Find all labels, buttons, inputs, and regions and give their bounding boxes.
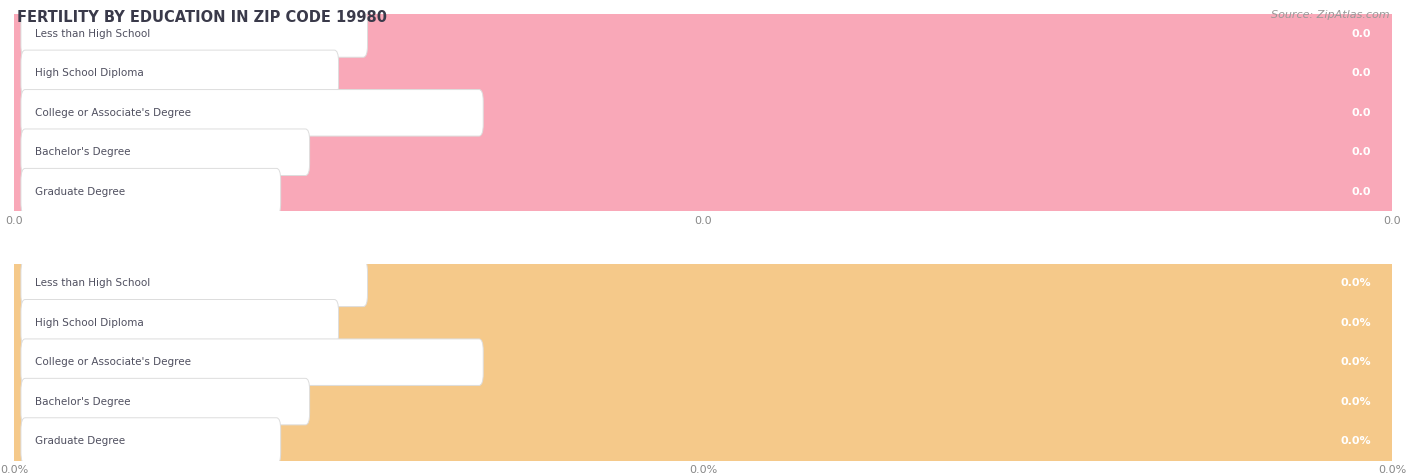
Bar: [14, 93, 1392, 133]
Text: Source: ZipAtlas.com: Source: ZipAtlas.com: [1271, 10, 1389, 19]
FancyBboxPatch shape: [13, 44, 1393, 103]
FancyBboxPatch shape: [13, 4, 1393, 64]
FancyBboxPatch shape: [13, 332, 1393, 392]
Text: 0.0: 0.0: [1351, 147, 1371, 157]
FancyBboxPatch shape: [13, 83, 1393, 142]
Bar: [14, 172, 1392, 211]
FancyBboxPatch shape: [21, 169, 281, 215]
FancyBboxPatch shape: [21, 11, 367, 57]
Bar: [14, 421, 1392, 461]
Text: 0.0%: 0.0%: [1341, 357, 1371, 367]
FancyBboxPatch shape: [13, 162, 1393, 221]
FancyBboxPatch shape: [21, 90, 484, 136]
Bar: [14, 342, 1392, 382]
Text: College or Associate's Degree: College or Associate's Degree: [35, 357, 191, 367]
FancyBboxPatch shape: [21, 300, 339, 346]
Text: 0.0%: 0.0%: [1341, 436, 1371, 446]
FancyBboxPatch shape: [13, 123, 1393, 182]
Text: 0.0: 0.0: [1351, 108, 1371, 118]
FancyBboxPatch shape: [21, 379, 309, 425]
Text: College or Associate's Degree: College or Associate's Degree: [35, 108, 191, 118]
Text: 0.0: 0.0: [1351, 187, 1371, 197]
FancyBboxPatch shape: [13, 332, 1393, 392]
Text: High School Diploma: High School Diploma: [35, 318, 143, 328]
Text: Graduate Degree: Graduate Degree: [35, 436, 125, 446]
Bar: [14, 303, 1392, 342]
Bar: [14, 264, 1392, 303]
Text: Less than High School: Less than High School: [35, 278, 150, 288]
FancyBboxPatch shape: [13, 372, 1393, 431]
Text: FERTILITY BY EDUCATION IN ZIP CODE 19980: FERTILITY BY EDUCATION IN ZIP CODE 19980: [17, 10, 387, 25]
Bar: [14, 14, 1392, 54]
FancyBboxPatch shape: [21, 129, 309, 175]
Text: 0.0%: 0.0%: [1341, 318, 1371, 328]
FancyBboxPatch shape: [21, 50, 339, 96]
FancyBboxPatch shape: [13, 44, 1393, 103]
Text: 0.0%: 0.0%: [1341, 278, 1371, 288]
Text: Bachelor's Degree: Bachelor's Degree: [35, 147, 131, 157]
FancyBboxPatch shape: [21, 418, 281, 464]
FancyBboxPatch shape: [21, 260, 367, 306]
FancyBboxPatch shape: [13, 254, 1393, 313]
FancyBboxPatch shape: [13, 411, 1393, 471]
FancyBboxPatch shape: [13, 123, 1393, 182]
FancyBboxPatch shape: [13, 411, 1393, 471]
Text: Less than High School: Less than High School: [35, 29, 150, 39]
Text: 0.0: 0.0: [1351, 68, 1371, 78]
Bar: [14, 382, 1392, 421]
FancyBboxPatch shape: [13, 293, 1393, 352]
FancyBboxPatch shape: [13, 254, 1393, 313]
FancyBboxPatch shape: [13, 293, 1393, 352]
Text: Graduate Degree: Graduate Degree: [35, 187, 125, 197]
FancyBboxPatch shape: [13, 83, 1393, 142]
Text: Bachelor's Degree: Bachelor's Degree: [35, 397, 131, 407]
FancyBboxPatch shape: [13, 372, 1393, 431]
Text: 0.0%: 0.0%: [1341, 397, 1371, 407]
Text: 0.0: 0.0: [1351, 29, 1371, 39]
Bar: [14, 54, 1392, 93]
FancyBboxPatch shape: [13, 162, 1393, 221]
FancyBboxPatch shape: [13, 4, 1393, 64]
Bar: [14, 133, 1392, 172]
FancyBboxPatch shape: [21, 339, 484, 385]
Text: High School Diploma: High School Diploma: [35, 68, 143, 78]
